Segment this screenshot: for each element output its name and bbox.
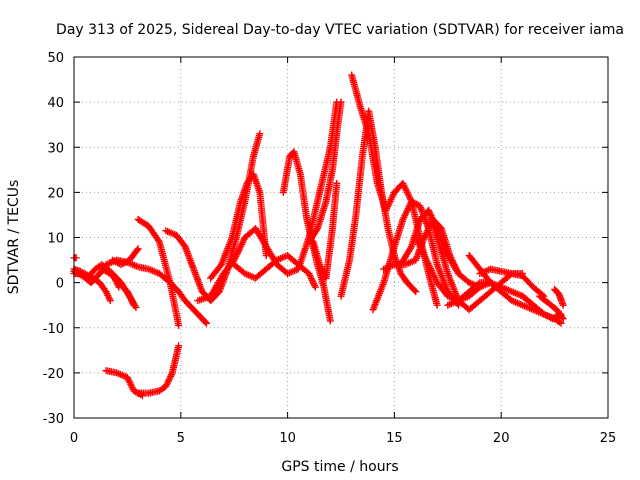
- series-arc-7: [108, 245, 142, 269]
- data-point-markers: [134, 215, 183, 329]
- y-tick-label: 40: [47, 96, 64, 111]
- series-arc-13: [305, 98, 345, 246]
- data-point-markers: [108, 245, 142, 269]
- data-point-markers: [207, 170, 270, 282]
- y-tick-label: 30: [47, 141, 64, 156]
- series-arc-6: [134, 342, 183, 397]
- data-point-markers: [305, 98, 345, 246]
- series-arc-25: [476, 265, 548, 300]
- x-tick-label: 5: [177, 431, 185, 446]
- x-tick-label: 15: [386, 431, 403, 446]
- data-point-markers: [134, 342, 183, 397]
- data-point-markers: [98, 265, 138, 309]
- y-tick-label: -30: [43, 412, 64, 427]
- axis-ticks: 0 5 10 15 20 25 -30 -20 -10 0 10 20 30 40 50: [43, 51, 617, 446]
- data-point-markers: [476, 265, 548, 300]
- data-point-markers: [194, 98, 341, 305]
- chart-title: Day 313 of 2025, Sidereal Day-to-day VTE…: [56, 22, 624, 38]
- gridlines: [74, 57, 608, 418]
- y-tick-label: 10: [47, 232, 64, 247]
- data-point-markers: [369, 197, 462, 314]
- series-arc-8: [134, 215, 183, 329]
- data-point-markers: [536, 292, 567, 323]
- series-arc-27: [551, 285, 567, 309]
- x-tick-label: 20: [493, 431, 510, 446]
- series-arc-10: [207, 170, 270, 282]
- y-tick-label: 0: [56, 277, 64, 292]
- y-tick-label: 50: [47, 51, 64, 66]
- x-tick-label: 25: [600, 431, 617, 446]
- x-axis-title: GPS time / hours: [281, 459, 398, 475]
- data-point-markers: [230, 252, 319, 291]
- y-tick-label: -20: [43, 367, 64, 382]
- series-arc-18: [369, 197, 462, 314]
- y-axis-title: SDTVAR / TECUs: [6, 180, 22, 295]
- data-point-markers: [309, 179, 341, 282]
- data-points: [70, 71, 567, 399]
- x-tick-label: 0: [70, 431, 78, 446]
- series-arc-30: [98, 265, 138, 309]
- series-arc-15: [230, 252, 319, 291]
- series-arc-14: [309, 179, 341, 282]
- x-tick-label: 10: [279, 431, 296, 446]
- series-arc-28: [536, 292, 567, 323]
- y-tick-label: -10: [43, 322, 64, 337]
- data-point-markers: [551, 285, 567, 309]
- y-tick-label: 20: [47, 186, 64, 201]
- series-arc-11: [194, 98, 341, 305]
